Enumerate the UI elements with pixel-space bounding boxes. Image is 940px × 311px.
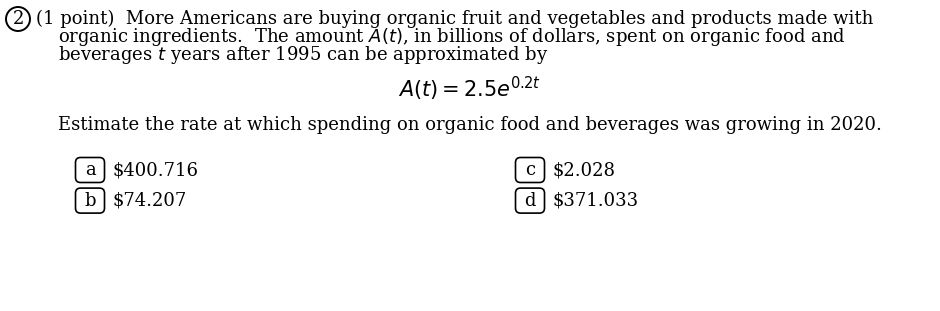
Text: $400.716: $400.716 [113, 161, 199, 179]
Text: b: b [85, 192, 96, 210]
Text: (1 point)  More Americans are buying organic fruit and vegetables and products m: (1 point) More Americans are buying orga… [36, 10, 873, 28]
Text: $2.028: $2.028 [553, 161, 616, 179]
Text: $A(t) = 2.5e^{0.2t}$: $A(t) = 2.5e^{0.2t}$ [399, 75, 541, 103]
FancyBboxPatch shape [75, 188, 104, 213]
Text: d: d [525, 192, 536, 210]
Text: $371.033: $371.033 [553, 192, 639, 210]
Text: organic ingredients.  The amount $A(t)$, in billions of dollars, spent on organi: organic ingredients. The amount $A(t)$, … [58, 26, 846, 48]
Text: $74.207: $74.207 [113, 192, 187, 210]
FancyBboxPatch shape [515, 188, 544, 213]
Text: Estimate the rate at which spending on organic food and beverages was growing in: Estimate the rate at which spending on o… [58, 116, 882, 134]
Text: c: c [525, 161, 535, 179]
FancyBboxPatch shape [75, 157, 104, 183]
FancyBboxPatch shape [515, 157, 544, 183]
Text: beverages $t$ years after 1995 can be approximated by: beverages $t$ years after 1995 can be ap… [58, 44, 548, 66]
Text: 2: 2 [12, 10, 24, 28]
Text: a: a [85, 161, 95, 179]
